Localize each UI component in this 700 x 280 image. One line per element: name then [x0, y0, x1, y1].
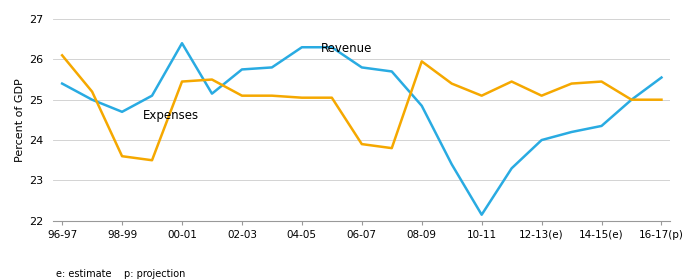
- Y-axis label: Percent of GDP: Percent of GDP: [15, 78, 25, 162]
- Text: Expenses: Expenses: [143, 109, 199, 122]
- Text: Revenue: Revenue: [321, 42, 372, 55]
- Text: e: estimate    p: projection: e: estimate p: projection: [56, 269, 186, 279]
